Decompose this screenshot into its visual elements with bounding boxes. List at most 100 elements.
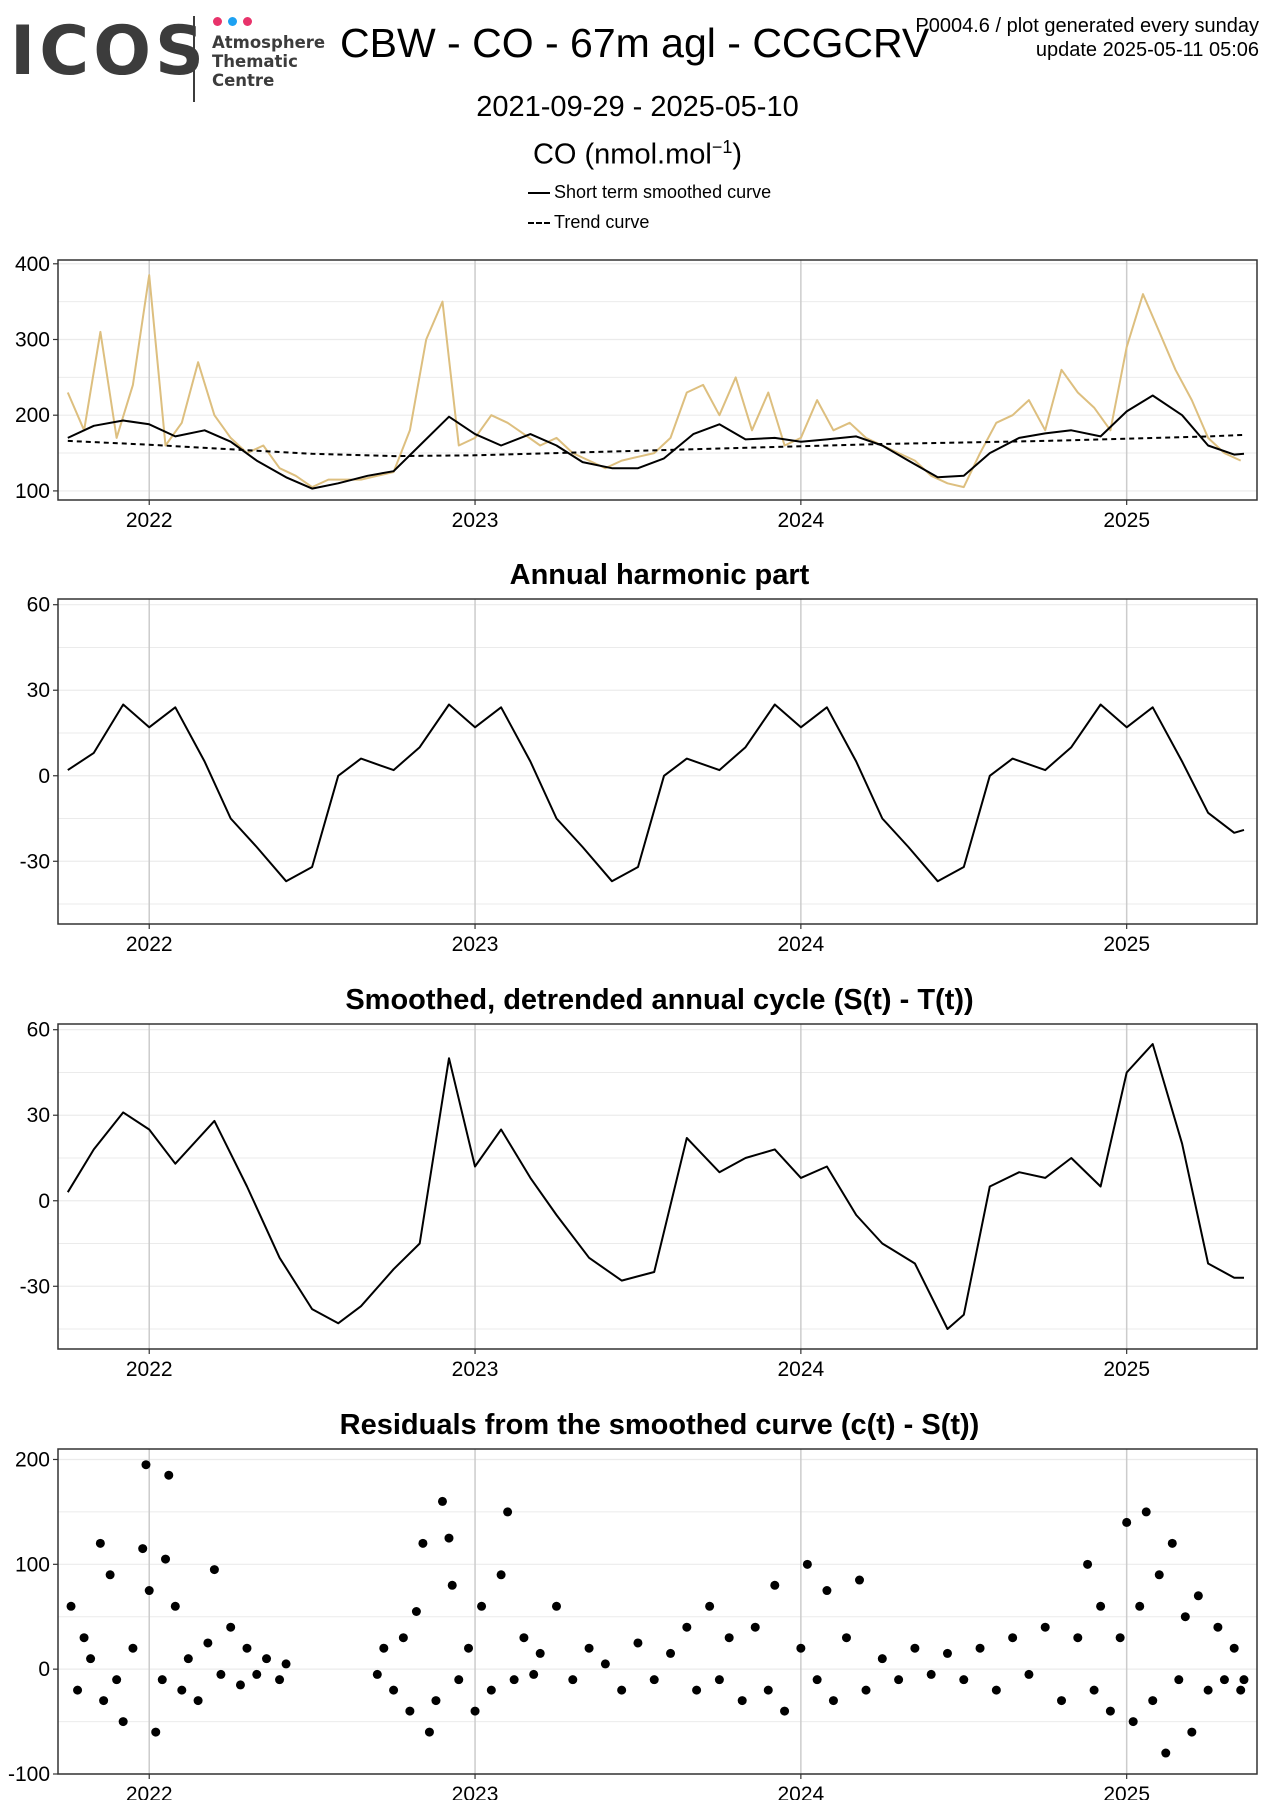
unit-title-exponent: −1 (711, 137, 733, 157)
residual-point (503, 1507, 513, 1517)
residual-point (692, 1685, 702, 1695)
residual-point (86, 1654, 96, 1664)
logo-subtitle-line-3: Centre (212, 71, 275, 90)
panel-frame (57, 1023, 1258, 1350)
residual-point (477, 1601, 487, 1611)
residual-point (141, 1460, 151, 1470)
residual-point (79, 1633, 89, 1643)
residual-point (1089, 1685, 1099, 1695)
residual-point (705, 1601, 715, 1611)
residual-point (1057, 1696, 1067, 1706)
residual-point (1187, 1727, 1197, 1737)
residual-point (1174, 1675, 1184, 1685)
residual-point (418, 1538, 428, 1548)
residual-point (486, 1685, 496, 1695)
chart-panel-4: -100 0 100 200 2022 2023 2024 2025 Residuals fro… (8, 1409, 1258, 1800)
residual-point (275, 1675, 285, 1685)
residual-point (519, 1633, 529, 1643)
residual-point (894, 1675, 904, 1685)
residual-point (666, 1648, 676, 1658)
residual-point (1122, 1517, 1132, 1527)
x-tick-label: 2022 (126, 509, 173, 532)
legend: Short term smoothed curve Trend curve (528, 180, 771, 240)
residual-point (447, 1580, 457, 1590)
short-term-curve-line (67, 394, 1245, 490)
residual-point (379, 1643, 389, 1653)
residual-point (1096, 1601, 1106, 1611)
residual-point (464, 1643, 474, 1653)
residual-point (1105, 1706, 1115, 1716)
y-tick-label: 100 (15, 1553, 50, 1576)
y-tick-label: -100 (8, 1763, 50, 1786)
panel-title: Annual harmonic part (510, 559, 810, 591)
x-tick-label: 2023 (452, 1783, 499, 1800)
unit-title: CO (nmol.mol−1) (0, 137, 1275, 172)
y-tick-label: 0 (38, 1190, 50, 1213)
residual-point (157, 1675, 167, 1685)
residual-point (1180, 1612, 1190, 1622)
x-tick-label: 2024 (777, 1783, 824, 1800)
residual-point (975, 1643, 985, 1653)
residual-point (193, 1696, 203, 1706)
residual-point (1167, 1538, 1177, 1548)
panel-frame (57, 259, 1258, 501)
residual-point (1115, 1633, 1125, 1643)
residual-point (209, 1565, 219, 1575)
date-range: 2021-09-29 - 2025-05-10 (476, 91, 799, 123)
residual-point (118, 1717, 128, 1727)
residual-point (529, 1669, 539, 1679)
residual-point (535, 1648, 545, 1658)
residual-point (737, 1696, 747, 1706)
residual-point (682, 1622, 692, 1632)
residual-point (161, 1554, 171, 1564)
chart-panel-3: -30 0 30 60 2022 2023 2024 2025 Smoothed, detren… (20, 984, 1258, 1381)
residual-point (1024, 1669, 1034, 1679)
residual-point (95, 1538, 105, 1548)
residual-point (584, 1643, 594, 1653)
icos-logo-text: ICOS (10, 12, 208, 91)
residual-point (128, 1643, 138, 1653)
x-tick-label: 2022 (126, 1783, 173, 1800)
y-tick-label: 60 (27, 594, 50, 617)
residual-point (828, 1696, 838, 1706)
residual-point (431, 1696, 441, 1706)
residual-point (714, 1675, 724, 1685)
residual-point (600, 1659, 610, 1669)
x-tick-label: 2025 (1103, 1783, 1150, 1800)
y-tick-label: 300 (15, 328, 50, 351)
residual-point (372, 1669, 382, 1679)
meta-line-2: update 2025-05-11 05:06 (1035, 39, 1259, 61)
residual-point (1154, 1570, 1164, 1580)
residual-point (1040, 1622, 1050, 1632)
legend-label-trend: Trend curve (554, 212, 650, 232)
residual-point (551, 1601, 561, 1611)
panel-frame (57, 598, 1258, 925)
residual-point (855, 1575, 865, 1585)
residual-point (454, 1675, 464, 1685)
x-tick-label: 2024 (777, 1358, 824, 1381)
residual-point (1148, 1696, 1158, 1706)
residual-point (242, 1643, 252, 1653)
residual-point (1239, 1675, 1249, 1685)
y-tick-label: 30 (27, 1104, 50, 1127)
residual-point (1193, 1591, 1203, 1601)
residual-point (112, 1675, 122, 1685)
x-tick-label: 2023 (452, 509, 499, 532)
logo-subtitle-line-1: Atmosphere (212, 33, 326, 52)
chart-panel-1: 100 200 300 400 2022 2023 2024 2025 (15, 253, 1258, 532)
residual-point (405, 1706, 415, 1716)
legend-item-trend: Trend curve (528, 210, 771, 240)
plot-area (66, 1043, 1244, 1330)
residual-point (281, 1659, 291, 1669)
residual-point (99, 1696, 109, 1706)
x-tick-label: 2025 (1103, 1358, 1150, 1381)
residual-point (1008, 1633, 1018, 1643)
legend-label-short-term: Short term smoothed curve (554, 182, 772, 202)
residual-point (509, 1675, 519, 1685)
residual-point (633, 1638, 643, 1648)
residual-point (262, 1654, 272, 1664)
x-tick-label: 2022 (126, 933, 173, 956)
residual-point (252, 1669, 262, 1679)
residual-point (770, 1580, 780, 1590)
trend-curve-line (67, 433, 1245, 458)
